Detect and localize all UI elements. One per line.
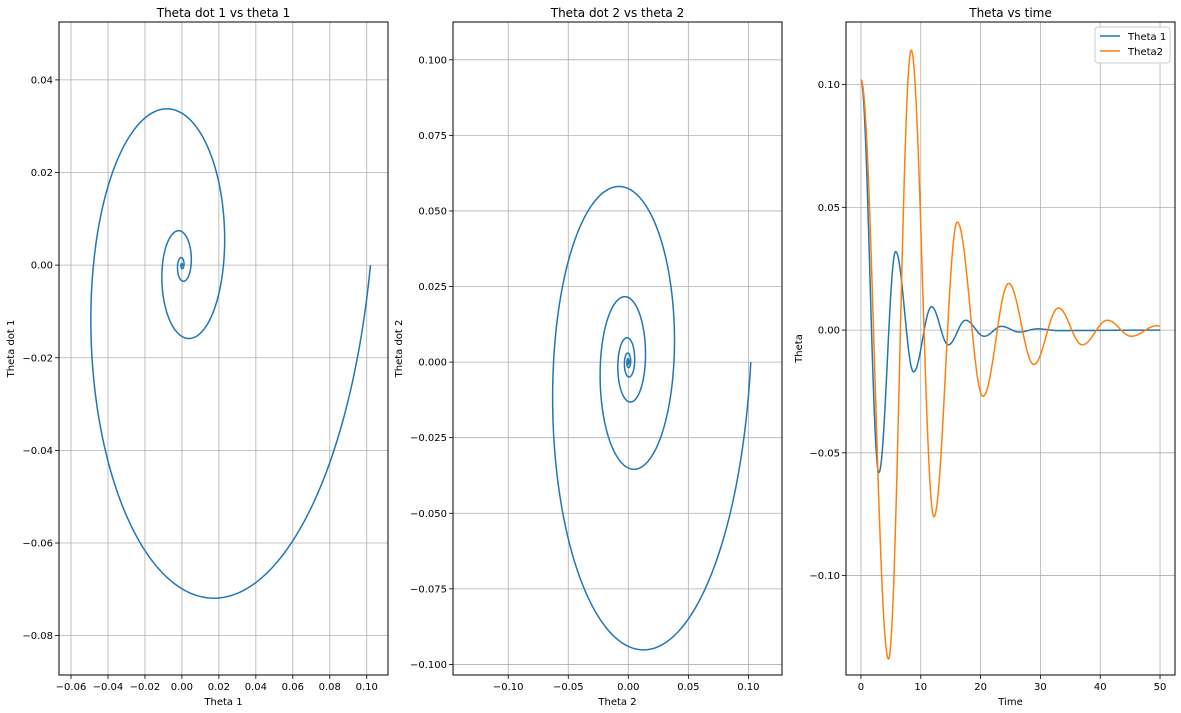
y-tick-label: −0.02 <box>22 353 53 364</box>
y-tick-label: −0.050 <box>410 509 447 520</box>
y-tick-label: 0.05 <box>818 203 840 214</box>
y-tick-label: 0.100 <box>418 55 447 66</box>
x-tick-label: 0.00 <box>171 682 193 693</box>
y-axis-label: Theta <box>794 334 805 364</box>
x-tick-label: −0.05 <box>553 682 584 693</box>
chart-title: Theta vs time <box>968 6 1051 20</box>
legend-label-theta-2: Theta2 <box>1127 47 1163 58</box>
y-tick-label: 0.04 <box>31 75 53 86</box>
x-tick-label: 0.00 <box>617 682 639 693</box>
x-tick-label: 0.10 <box>737 682 759 693</box>
y-tick-label: 0.00 <box>31 261 53 272</box>
y-tick-label: −0.04 <box>22 446 53 457</box>
x-axis-label: Theta 1 <box>203 697 242 708</box>
y-tick-label: −0.05 <box>809 448 840 459</box>
chart-title: Theta dot 1 vs theta 1 <box>156 6 291 20</box>
x-tick-label: 0.10 <box>356 682 378 693</box>
x-tick-label: 40 <box>1094 682 1107 693</box>
y-axis-label: Theta dot 1 <box>6 320 17 379</box>
y-tick-label: 0.050 <box>418 206 447 217</box>
x-axis-label: Time <box>997 697 1022 708</box>
y-tick-label: 0.025 <box>418 282 447 293</box>
phase-plot-theta-2: −0.10 −0.05 0.00 0.05 0.10 −0.100 −0.075 −0.050… <box>394 6 783 708</box>
y-tick-label: 0.075 <box>418 131 447 142</box>
y-tick-label: −0.075 <box>410 584 447 595</box>
x-tick-label: 10 <box>914 682 927 693</box>
x-tick-label: 30 <box>1034 682 1047 693</box>
x-tick-label: 0 <box>858 682 864 693</box>
x-tick-label: 0.05 <box>677 682 699 693</box>
y-axis-label: Theta dot 2 <box>394 320 405 379</box>
y-tick-label: 0.10 <box>818 80 840 91</box>
chart-title: Theta dot 2 vs theta 2 <box>550 6 685 20</box>
x-tick-label: 0.08 <box>319 682 341 693</box>
legend-label-theta-1: Theta 1 <box>1127 32 1166 43</box>
x-axis-label: Theta 2 <box>597 697 636 708</box>
series-line-phase-2 <box>551 185 752 651</box>
x-tick-label: 0.02 <box>208 682 230 693</box>
x-tick-label: 50 <box>1154 682 1167 693</box>
y-tick-label: −0.06 <box>22 539 53 550</box>
x-tick-label: −0.06 <box>56 682 87 693</box>
series-line-theta-1 <box>860 79 1161 474</box>
y-tick-label: −0.08 <box>22 631 53 642</box>
x-tick-label: −0.10 <box>493 682 524 693</box>
x-tick-label: −0.02 <box>130 682 161 693</box>
y-tick-label: 0.000 <box>418 358 447 369</box>
y-tick-label: −0.025 <box>410 433 447 444</box>
series-line-theta2 <box>860 49 1161 660</box>
x-tick-label: −0.04 <box>93 682 124 693</box>
x-tick-label: 0.04 <box>245 682 267 693</box>
phase-plot-theta-1: −0.06 −0.04 −0.02 0.00 0.02 0.04 0.06 0.08 0.10 −… <box>6 6 389 708</box>
x-tick-label: 0.06 <box>282 682 304 693</box>
time-plot-theta: 0 10 20 30 40 50 −0.10 −0.05 0.00 0.05 0.10 Theta … <box>794 6 1176 708</box>
y-tick-label: 0.02 <box>31 168 53 179</box>
y-tick-label: 0.00 <box>818 326 840 337</box>
y-tick-label: −0.100 <box>410 660 447 671</box>
legend: Theta 1 Theta2 <box>1094 26 1171 64</box>
y-tick-label: −0.10 <box>809 571 840 582</box>
series-line-phase-1 <box>90 108 372 599</box>
x-tick-label: 20 <box>974 682 987 693</box>
